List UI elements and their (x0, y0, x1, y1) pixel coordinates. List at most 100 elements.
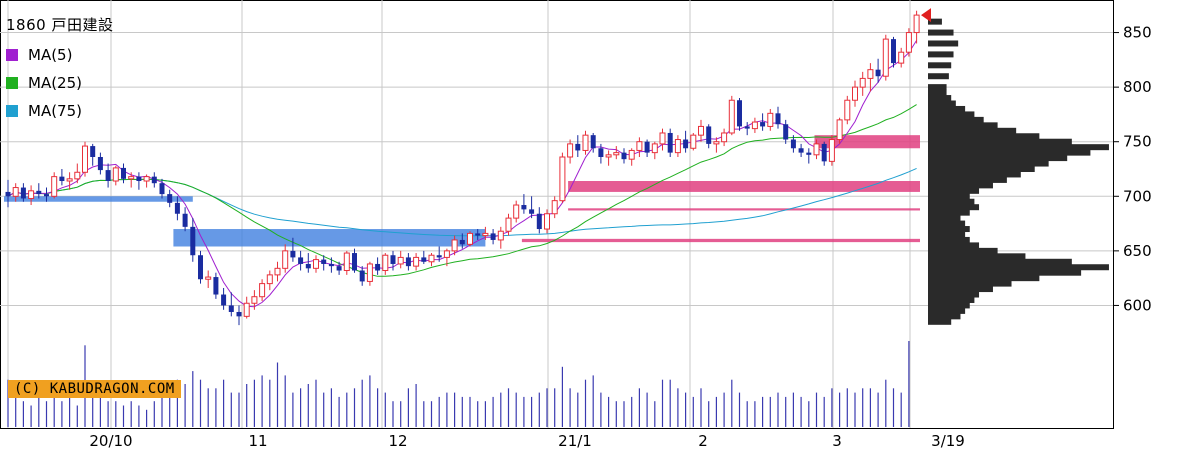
candle-body-43 (336, 266, 342, 271)
candle-body-111 (859, 77, 866, 88)
volume-profile-bar-25 (928, 182, 993, 189)
candle-body-84 (651, 143, 658, 154)
candle-body-64 (497, 230, 504, 241)
candle-body-16 (128, 176, 135, 180)
volume-profile-bar-19 (928, 215, 961, 222)
candle-body-81 (628, 149, 635, 160)
volume-profile-bar-18 (928, 220, 966, 227)
candle-body-90 (698, 125, 704, 136)
candle-body-113 (875, 69, 881, 77)
volume-profile-bar-0 (928, 318, 952, 325)
candle-body-72 (559, 156, 566, 202)
candle-body-31 (243, 302, 250, 317)
volume-profile-bar-47 (928, 40, 959, 47)
candle-body-34 (266, 274, 273, 285)
candle-body-75 (582, 134, 589, 151)
legend-label-ma25: MA(25) (28, 74, 82, 92)
candle-body-8 (66, 178, 73, 182)
candle-body-78 (605, 154, 612, 158)
volume-profile-bar-14 (928, 242, 980, 249)
candle-body-98 (760, 122, 766, 127)
volume-profile-bar-2 (928, 307, 966, 314)
candle-body-51 (397, 256, 404, 265)
candle-body-11 (90, 146, 96, 157)
candle-body-103 (798, 148, 804, 153)
candle-body-1 (12, 187, 19, 197)
candle-body-112 (867, 69, 874, 79)
candle-body-95 (737, 100, 742, 127)
candle-body-7 (59, 176, 65, 182)
candle-body-53 (413, 256, 420, 267)
volume-profile-bar-22 (928, 198, 975, 205)
candle-body-93 (721, 132, 728, 143)
candle-body-68 (529, 209, 535, 214)
candle-body-46 (359, 270, 365, 282)
candle-body-106 (821, 143, 827, 162)
legend-swatch-ma75 (6, 105, 18, 117)
candle-body-70 (544, 213, 550, 230)
x-tick-label-2: 12 (388, 432, 407, 450)
candle-body-22 (174, 202, 180, 214)
candle-body-0 (5, 191, 11, 197)
volume-profile-bar-16 (928, 231, 966, 238)
volume-profile-bar-35 (928, 127, 1017, 134)
volume-profile-bar-1 (928, 313, 961, 320)
volume-profile-bar-42 (928, 89, 947, 96)
candle-body-107 (828, 139, 835, 162)
volume-profile-bar-40 (928, 100, 956, 107)
candle-body-2 (20, 187, 26, 199)
x-tick-label-0: 20/10 (89, 432, 132, 450)
candle-body-56 (436, 255, 442, 258)
candle-body-40 (313, 259, 319, 269)
candle-body-17 (136, 176, 142, 182)
candle-body-19 (151, 176, 157, 184)
candle-body-10 (82, 145, 88, 173)
candle-body-42 (328, 263, 334, 267)
candle-body-115 (891, 39, 896, 64)
candle-body-44 (343, 252, 350, 272)
volume-profile-bar-8 (928, 275, 1040, 282)
volume-profile-bar-37 (928, 116, 984, 123)
candle-body-62 (482, 232, 489, 237)
candle-body-118 (913, 14, 920, 34)
candle-body-52 (405, 257, 411, 267)
candle-body-47 (366, 263, 373, 282)
volume-profile-bar-33 (928, 138, 1072, 145)
chart-legend: 1860 戸田建設 MA(5) MA(25) MA(75) (6, 14, 113, 125)
x-tick-label-4: 2 (698, 432, 708, 450)
volume-profile-bar-3 (928, 302, 970, 309)
candle-body-110 (852, 86, 858, 101)
candle-body-88 (683, 139, 689, 149)
ma5-line (7, 40, 918, 308)
volume-profile-bar-23 (928, 193, 970, 200)
x-tick-label-1: 11 (248, 432, 267, 450)
volume-profile-bar-24 (928, 187, 980, 194)
volume-profile-bar-5 (928, 291, 980, 298)
candle-body-94 (728, 99, 735, 134)
candle-body-41 (321, 259, 327, 264)
candle-body-109 (844, 99, 851, 121)
candle-body-27 (213, 277, 219, 295)
y-tick-label-700: 700 (1123, 187, 1152, 205)
candle-body-97 (751, 121, 758, 130)
candle-body-30 (236, 311, 242, 317)
candle-body-69 (536, 213, 542, 230)
candle-body-24 (190, 226, 196, 256)
candle-body-89 (690, 134, 697, 149)
volume-profile-bar-15 (928, 236, 970, 243)
chart-title: 1860 戸田建設 (6, 16, 114, 34)
candle-body-37 (290, 250, 296, 258)
support-zone-0 (173, 229, 486, 247)
candle-body-99 (767, 112, 774, 127)
candle-body-55 (428, 254, 435, 263)
candle-body-85 (659, 132, 666, 145)
resistance-zone-2 (568, 208, 920, 211)
candle-body-101 (783, 124, 789, 140)
volume-profile-bar-13 (928, 247, 998, 254)
candle-body-79 (613, 152, 620, 156)
candle-body-66 (513, 204, 520, 219)
resistance-zone-1 (568, 181, 920, 192)
candle-body-63 (490, 233, 496, 240)
volume-profile-bar-38 (928, 111, 975, 118)
